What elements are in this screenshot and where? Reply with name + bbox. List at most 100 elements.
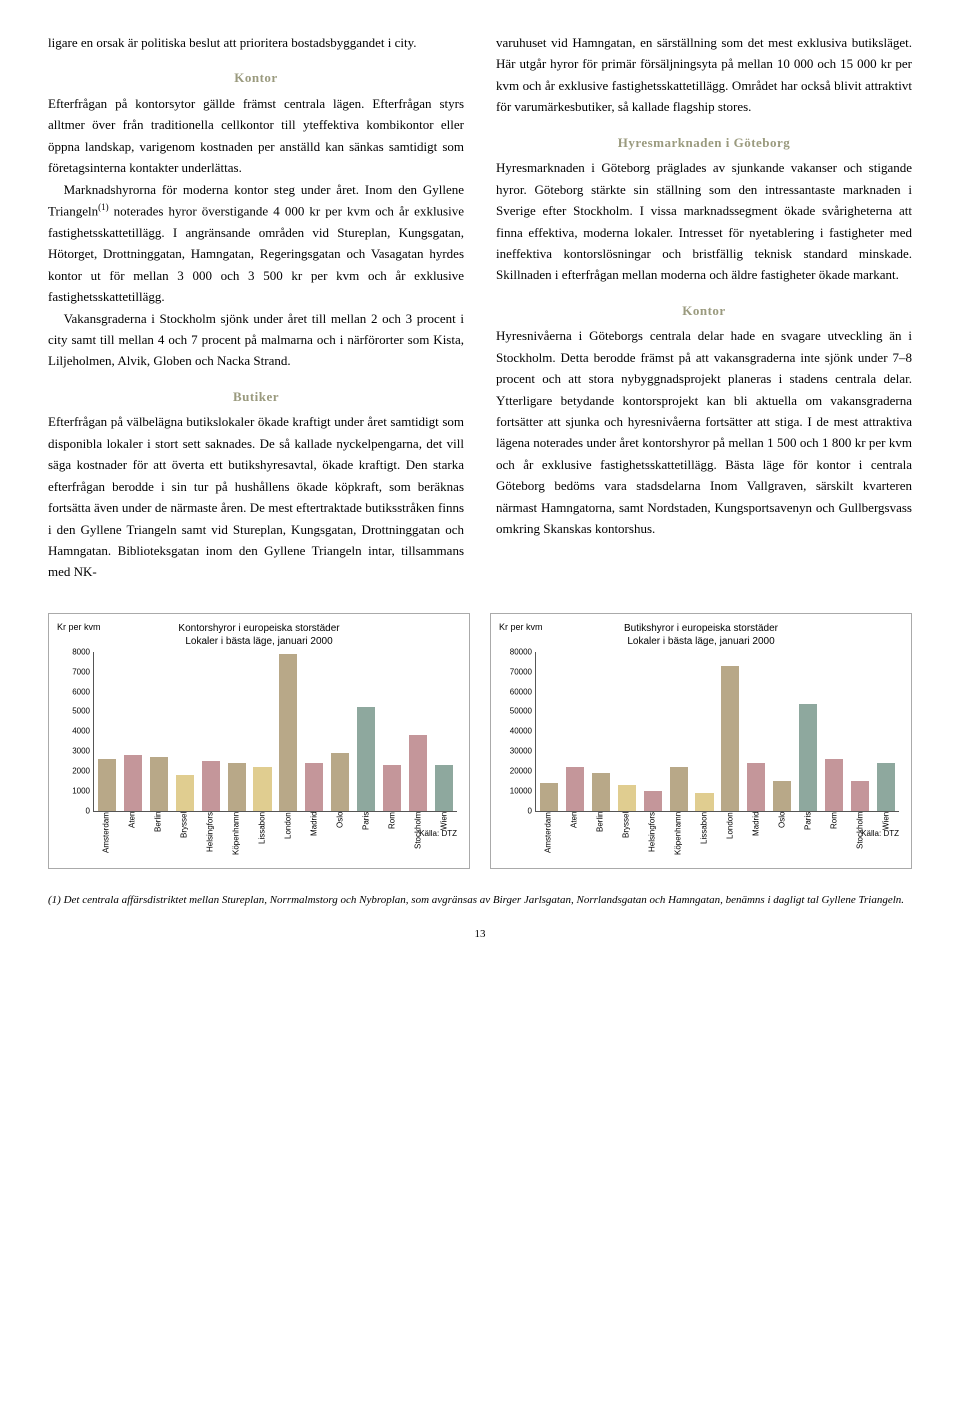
bar-slot (146, 652, 172, 811)
xlabel: Wien (431, 812, 457, 864)
bar (566, 767, 584, 811)
bar-slot (379, 652, 405, 811)
ytick: 60000 (500, 687, 532, 696)
plot-area: 0100002000030000400005000060000700008000… (535, 652, 899, 812)
bar (383, 765, 401, 811)
bar-slot (94, 652, 120, 811)
chart-title: Kontorshyror i europeiska storstäder Lok… (57, 622, 461, 648)
bar-slot (562, 652, 588, 811)
bar (331, 753, 349, 811)
chart-title: Butikshyror i europeiska storstäder Loka… (499, 622, 903, 648)
bar (747, 763, 765, 811)
xlabel: Helsingfors (639, 812, 665, 864)
xlabel: Stockholm (405, 812, 431, 864)
xlabel: Oslo (327, 812, 353, 864)
bar (228, 763, 246, 811)
bar-slot (873, 652, 899, 811)
xlabel: Lissabon (691, 812, 717, 864)
bar (799, 704, 817, 811)
para: Hyresnivåerna i Göteborgs centrala delar… (496, 325, 912, 539)
para: Hyresmarknaden i Göteborg präglades av s… (496, 157, 912, 286)
ytick: 0 (58, 806, 90, 815)
charts-row: Kr per kvm Kontorshyror i europeiska sto… (48, 613, 912, 869)
ytick: 40000 (500, 727, 532, 736)
xlabel: Paris (353, 812, 379, 864)
page-number: 13 (48, 928, 912, 940)
ytick: 0 (500, 806, 532, 815)
bar-slot (614, 652, 640, 811)
bar-slot (588, 652, 614, 811)
bar-slot (301, 652, 327, 811)
bar (877, 763, 895, 811)
bar-slot (743, 652, 769, 811)
bar-slot (120, 652, 146, 811)
ytick: 2000 (58, 767, 90, 776)
plot-area: 010002000300040005000600070008000 (93, 652, 457, 812)
para: Efterfrågan på välbelägna butikslokaler … (48, 411, 464, 583)
para-text: noterades hyror överstigande 4 000 kr pe… (48, 203, 464, 304)
bar (851, 781, 869, 811)
chart-title-line: Lokaler i bästa läge, januari 2000 (57, 635, 461, 648)
ytick: 4000 (58, 727, 90, 736)
x-labels: AmsterdamAtenBerlinBrysselHelsingforsKöp… (535, 812, 899, 864)
bar-slot (795, 652, 821, 811)
ytick: 20000 (500, 767, 532, 776)
bar-slot (327, 652, 353, 811)
bar-slot (536, 652, 562, 811)
xlabel: Paris (795, 812, 821, 864)
para: varuhuset vid Hamngatan, en särställning… (496, 32, 912, 118)
bar-slot (666, 652, 692, 811)
bar (150, 757, 168, 811)
xlabel: London (275, 812, 301, 864)
bar-slot (224, 652, 250, 811)
bar-slot (769, 652, 795, 811)
chart-title-line: Lokaler i bästa läge, januari 2000 (499, 635, 903, 648)
xlabel: Helsingfors (197, 812, 223, 864)
footnote-ref: (1) (98, 202, 109, 212)
ytick: 3000 (58, 747, 90, 756)
ytick: 5000 (58, 707, 90, 716)
section-header-hyresmarknaden: Hyresmarknaden i Göteborg (496, 132, 912, 153)
right-column: varuhuset vid Hamngatan, en särställning… (496, 32, 912, 583)
ytick: 30000 (500, 747, 532, 756)
text-columns: ligare en orsak är politiska beslut att … (48, 32, 912, 583)
xlabel: Berlin (145, 812, 171, 864)
chart-title-line: Butikshyror i europeiska storstäder (499, 622, 903, 635)
bar-slot (405, 652, 431, 811)
bar (670, 767, 688, 811)
ylabel: Kr per kvm (499, 622, 543, 632)
bar (435, 765, 453, 811)
xlabel: Bryssel (613, 812, 639, 864)
bar (357, 707, 375, 810)
bar (695, 793, 713, 811)
ytick: 80000 (500, 647, 532, 656)
chart-title-line: Kontorshyror i europeiska storstäder (57, 622, 461, 635)
bar-slot (640, 652, 666, 811)
bar (279, 654, 297, 811)
bar-slot (172, 652, 198, 811)
bar-slot (275, 652, 301, 811)
ytick: 70000 (500, 667, 532, 676)
xlabel: London (717, 812, 743, 864)
para: Marknadshyrorna för moderna kontor steg … (48, 179, 464, 308)
xlabel: Aten (561, 812, 587, 864)
ytick: 8000 (58, 647, 90, 656)
chart-source: Källa: DTZ (861, 829, 899, 838)
bar-slot (431, 652, 457, 811)
bar-slot (250, 652, 276, 811)
xlabel: Berlin (587, 812, 613, 864)
ytick: 6000 (58, 687, 90, 696)
xlabel: Rom (821, 812, 847, 864)
bar (618, 785, 636, 811)
xlabel: Bryssel (171, 812, 197, 864)
chart-source: Källa: DTZ (419, 829, 457, 838)
ytick: 50000 (500, 707, 532, 716)
chart-butikshyror: Kr per kvm Butikshyror i europeiska stor… (490, 613, 912, 869)
ylabel: Kr per kvm (57, 622, 101, 632)
bar (98, 759, 116, 811)
bar-slot (692, 652, 718, 811)
section-header-kontor-2: Kontor (496, 300, 912, 321)
bar (540, 783, 558, 811)
xlabel: Rom (379, 812, 405, 864)
xlabel: Amsterdam (535, 812, 561, 864)
